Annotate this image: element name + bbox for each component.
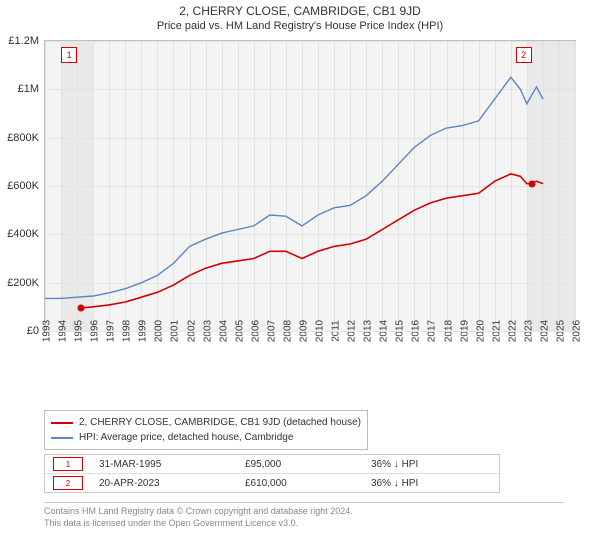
legend-swatch-1 [51,437,73,439]
legend-label-1: HPI: Average price, detached house, Camb… [79,430,293,445]
marker-1: 1 [61,47,77,63]
table-cell-2-price: £610,000 [237,478,363,489]
table-row: 1 31-MAR-1995£95,00036% ↓ HPI [45,455,499,473]
sales-table: 1 31-MAR-1995£95,00036% ↓ HPI 2 20-APR-2023… [44,454,500,493]
table-marker-1: 1 [53,457,83,471]
ytick-4: £800K [7,132,45,144]
chart-subtitle: Price paid vs. HM Land Registry's House … [0,18,600,32]
table-cell-1-delta: 36% ↓ HPI [363,459,499,470]
marker-2: 2 [516,47,532,63]
table-marker-2: 2 [53,476,83,490]
legend: 2, CHERRY CLOSE, CAMBRIDGE, CB1 9JD (det… [44,410,368,450]
footer-line2: This data is licensed under the Open Gov… [44,518,564,530]
ytick-0: £0 [27,325,45,337]
ytick-1: £200K [7,277,45,289]
series-line-0 [81,174,543,308]
chart-title: 2, CHERRY CLOSE, CAMBRIDGE, CB1 9JD [0,0,600,18]
ytick-3: £600K [7,180,45,192]
ytick-2: £400K [7,228,45,240]
table-cell-1-price: £95,000 [237,459,363,470]
footer-line1: Contains HM Land Registry data © Crown c… [44,506,564,518]
series-line-1 [45,77,543,298]
table-cell-1-date: 31-MAR-1995 [91,459,237,470]
table-cell-2-delta: 36% ↓ HPI [363,478,499,489]
table-cell-2-date: 20-APR-2023 [91,478,237,489]
ytick-5: £1M [18,83,45,95]
footer: Contains HM Land Registry data © Crown c… [44,502,564,529]
plot-area: 1993199419951996199719981999200020012002… [44,40,576,332]
ytick-6: £1.2M [8,35,45,47]
table-row: 2 20-APR-2023£610,00036% ↓ HPI [45,473,499,492]
legend-swatch-0 [51,422,73,424]
sale-dot-1 [528,180,535,187]
sale-dot-0 [78,305,85,312]
legend-label-0: 2, CHERRY CLOSE, CAMBRIDGE, CB1 9JD (det… [79,415,361,430]
